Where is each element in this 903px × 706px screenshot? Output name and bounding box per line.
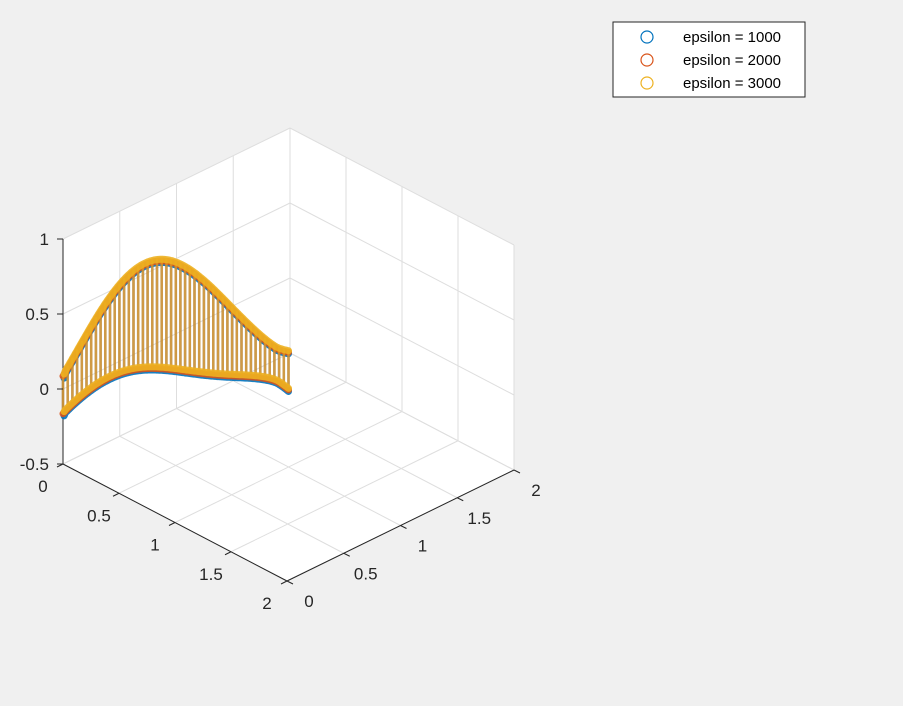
series-3-lattice (61, 258, 290, 411)
legend[interactable]: epsilon = 1000 epsilon = 2000 epsilon = 30… (612, 21, 806, 98)
data-series-layer (59, 255, 292, 420)
x-tick-mark-4 (280, 580, 288, 585)
x-tick-mark-1 (112, 492, 120, 497)
legend-entry-2[interactable]: epsilon = 2000 (683, 52, 781, 69)
series-3 (60, 255, 292, 416)
series-3-edge-lower (60, 363, 292, 416)
legend-marker-1 (640, 30, 654, 44)
y-tick-label-1: 0.5 (354, 564, 378, 583)
y-tick-mark-0 (286, 580, 294, 585)
x-tick-mark-2 (168, 522, 176, 526)
legend-entry-3[interactable]: epsilon = 3000 (683, 75, 781, 92)
grid-line-21 (289, 352, 515, 471)
x-tick-label-0: 0 (38, 477, 47, 496)
grid-line-25 (289, 202, 515, 321)
x-tick-mark-3 (224, 551, 232, 556)
grid-line-27 (289, 127, 515, 246)
grid-line-26 (62, 127, 291, 240)
x-tick-label-4: 2 (262, 594, 271, 613)
y-tick-label-0: 0 (304, 592, 313, 611)
grid-line-12 (119, 435, 344, 554)
legend-entry-1[interactable]: epsilon = 1000 (683, 29, 781, 46)
grid-line-14 (176, 408, 401, 526)
x-tick-label-1: 0.5 (87, 506, 111, 525)
y-tick-label-3: 1.5 (467, 509, 491, 528)
y-tick-mark-1 (343, 552, 350, 557)
z-tick-label-0: -0.5 (20, 455, 49, 474)
grid-line-20 (62, 352, 291, 465)
legend-box (612, 21, 806, 98)
z-tick-label-1: 0 (40, 380, 49, 399)
legend-marker-3 (640, 76, 654, 90)
y-tick-mark-4 (513, 469, 521, 474)
y-axis-ticks: 0 0.5 1 1.5 2 (286, 469, 541, 611)
x-tick-label-3: 1.5 (199, 565, 223, 584)
y-tick-label-2: 1 (418, 537, 427, 556)
y-tick-mark-2 (400, 525, 407, 529)
y-tick-label-4: 2 (531, 481, 540, 500)
y-tick-mark-3 (457, 497, 464, 502)
z-tick-label-3: 1 (40, 230, 49, 249)
z-axis-ticks: -0.5 0 0.5 1 (20, 230, 63, 474)
grid-line-23 (289, 277, 515, 396)
legend-marker-2 (640, 53, 654, 67)
x-axis-ticks: 0 0.5 1 1.5 2 (38, 463, 288, 613)
grid-line-16 (233, 380, 458, 499)
grid-line-24 (62, 202, 291, 315)
z-tick-label-2: 0.5 (25, 305, 49, 324)
x-tick-label-2: 1 (150, 536, 159, 555)
